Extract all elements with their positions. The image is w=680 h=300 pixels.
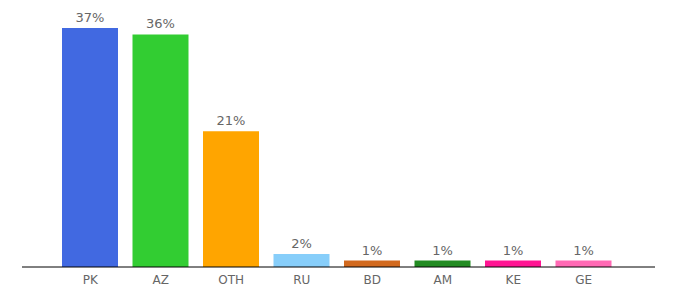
svg-text:RU: RU bbox=[293, 273, 310, 287]
svg-text:21%: 21% bbox=[217, 113, 246, 128]
svg-text:PK: PK bbox=[83, 273, 99, 287]
svg-text:1%: 1% bbox=[503, 243, 524, 258]
svg-text:1%: 1% bbox=[362, 243, 383, 258]
svg-text:AZ: AZ bbox=[153, 273, 169, 287]
svg-text:BD: BD bbox=[364, 273, 381, 287]
svg-text:1%: 1% bbox=[432, 243, 453, 258]
svg-text:AM: AM bbox=[433, 273, 452, 287]
svg-text:GE: GE bbox=[575, 273, 592, 287]
svg-text:OTH: OTH bbox=[218, 273, 244, 287]
svg-text:KE: KE bbox=[506, 273, 521, 287]
svg-text:1%: 1% bbox=[573, 243, 594, 258]
svg-text:2%: 2% bbox=[291, 236, 312, 251]
svg-text:37%: 37% bbox=[76, 10, 105, 25]
svg-text:36%: 36% bbox=[146, 16, 175, 31]
